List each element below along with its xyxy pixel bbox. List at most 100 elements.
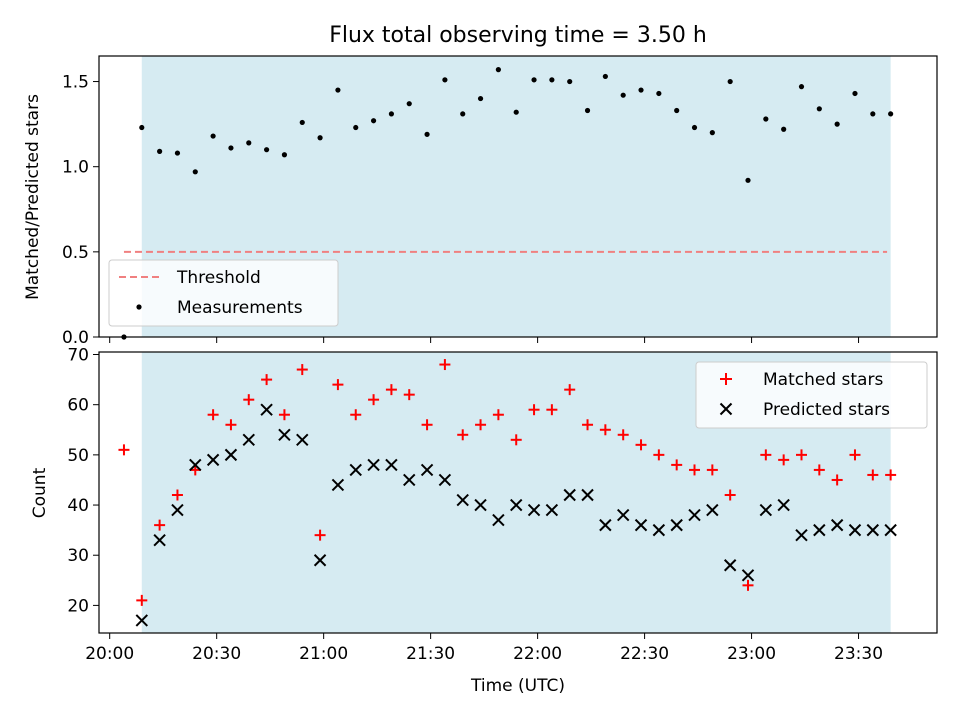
matched-point [885,469,897,481]
bottom-y-tick-label: 30 [67,546,89,566]
top-y-tick-label: 1.5 [62,73,89,93]
bottom-y-tick-label: 50 [67,446,89,466]
matched-point [724,489,736,501]
matched-point [421,419,433,431]
measurement-point [727,78,733,85]
top-legend-frame [108,259,339,327]
matched-point [278,409,290,421]
predicted-point [278,428,291,442]
bottom-plot: 20 30 40 50 60 70 20:00 20:30 21:00 21:30 22:00 22… [30,346,938,696]
measurement-point [460,111,466,117]
measurement-point [228,145,234,151]
matched-point [689,464,701,476]
bottom-axes-frame [98,351,938,634]
measurement-point [317,135,323,141]
top-axes-frame [98,55,938,338]
predicted-point [795,528,808,542]
matched-point [582,419,594,431]
measurement-point [602,73,608,80]
predicted-point [527,503,541,517]
predicted-point [189,458,202,472]
matched-point [795,449,807,461]
measurement-point [852,90,858,97]
measurement-point [834,121,840,127]
top-y-axis-label: Matched/Predicted stars [23,94,43,300]
matched-point [653,449,665,461]
predicted-point [438,473,452,487]
predicted-point [599,518,612,532]
bottom-legend-frame [695,361,928,429]
matched-point [350,409,362,421]
matched-point [599,424,611,436]
measurement-point [638,87,644,93]
matched-point [457,429,469,441]
measurement-point [620,92,626,98]
measurement-point [549,77,555,83]
predicted-point [242,433,255,447]
matched-point [849,449,861,461]
predicted-point [492,513,505,527]
measurement-point [246,140,252,146]
matched-point [831,474,843,486]
predicted-point [848,523,862,537]
predicted-point [206,453,220,467]
measurement-point [424,131,430,137]
predicted-point [866,523,880,537]
predicted-point [884,523,897,537]
matched-legend-swatch [720,373,732,385]
predicted-point [456,493,469,507]
measurement-point [335,87,341,93]
top-plot: 0.0 0.5 1.0 1.5 Matched/Predicted stars Thr… [23,55,938,348]
measurement-point [442,77,448,83]
x-tick-label: 23:30 [834,644,883,664]
predicted-point [741,569,755,582]
top-y-tick-label: 0.0 [62,328,89,348]
measurement-point [477,95,484,102]
matched-point [296,364,308,376]
measurement-point [816,106,822,112]
matched-point [617,429,629,441]
measurement-point [174,150,181,156]
measurement-point [157,148,163,154]
bottom-y-axis-label: Count [30,467,50,518]
measurement-point [388,111,395,117]
predicted-point [474,498,487,512]
matched-point [314,529,326,541]
threshold-legend-label: Threshold [176,268,261,288]
matched-point [760,449,772,461]
predicted-point [652,523,666,537]
measurement-point [781,126,787,132]
matched-point [332,379,344,391]
bottom-y-tick-label: 60 [67,396,89,416]
top-y-tick-label: 0.5 [62,243,89,263]
predicted-point [224,448,238,462]
measurement-point [370,118,377,124]
predicted-point [545,503,559,517]
matched-point [564,384,576,396]
predicted-point [723,559,737,572]
measurement-point [531,77,537,83]
measurement-point [656,90,662,97]
x-tick-label: 23:00 [727,644,776,664]
predicted-point [670,518,683,532]
measurement-point [674,107,680,114]
top-y-tick-label: 1.0 [62,158,89,178]
predicted-point [367,458,380,472]
matched-point [867,469,879,481]
figure-title: Flux total observing time = 3.50 h [329,23,707,48]
measurement-point [495,67,501,73]
measurement-point [139,124,145,131]
measurement-point [192,169,198,175]
measurements-legend-label: Measurements [177,298,303,318]
matched-point [171,489,183,501]
bottom-y-tick-label: 40 [67,496,89,516]
matched-point [813,464,825,476]
measurement-point [281,152,288,158]
measurement-point [584,107,591,114]
predicted-point [777,498,790,512]
predicted-point [313,554,327,567]
matched-point [742,579,754,591]
measurement-point [709,130,715,136]
measurements-legend-swatch [136,304,142,310]
